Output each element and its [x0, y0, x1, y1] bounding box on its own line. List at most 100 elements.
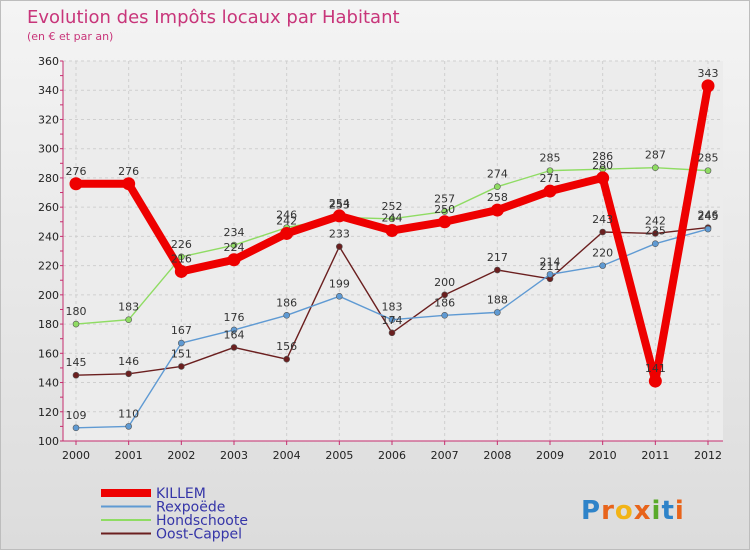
data-label-killem: 343 [698, 67, 719, 80]
data-label-rexpo-de: 220 [592, 247, 613, 260]
data-label-hondschoote: 274 [487, 168, 508, 181]
data-point-rexpo-de [72, 424, 80, 432]
data-point-killem [227, 253, 241, 267]
data-point-hondschoote [178, 253, 185, 261]
data-label-oost-cappel: 211 [540, 260, 561, 273]
x-tick-label: 2001 [115, 449, 143, 462]
data-label-rexpo-de: 186 [276, 296, 297, 309]
data-label-hondschoote: 226 [171, 238, 192, 251]
data-point-oost-cappel [599, 228, 606, 236]
data-label-oost-cappel: 151 [171, 347, 192, 360]
y-tick-label: 340 [38, 84, 59, 97]
data-label-killem: 250 [434, 203, 455, 216]
data-point-oost-cappel [178, 363, 185, 370]
data-label-killem: 276 [66, 165, 87, 178]
data-point-killem [280, 226, 294, 240]
data-point-oost-cappel [494, 266, 501, 274]
data-point-rexpo-de [283, 312, 290, 319]
data-label-hondschoote: 234 [224, 226, 245, 239]
data-label-rexpo-de: 245 [698, 210, 719, 223]
x-tick-label: 2008 [483, 449, 511, 462]
data-point-rexpo-de [125, 423, 132, 430]
data-point-rexpo-de [388, 316, 396, 323]
x-tick-label: 2006 [378, 449, 406, 462]
data-point-oost-cappel [230, 344, 238, 351]
data-point-rexpo-de [546, 271, 554, 278]
legend-label-rexpo-de: Rexpoëde [156, 500, 225, 516]
data-label-oost-cappel: 174 [382, 314, 403, 327]
data-point-hondschoote [388, 215, 396, 223]
data-point-hondschoote [494, 183, 501, 190]
data-label-killem: 254 [329, 197, 350, 210]
data-point-hondschoote [441, 208, 448, 215]
data-label-hondschoote: 286 [592, 150, 613, 163]
data-label-hondschoote: 253 [329, 198, 350, 211]
data-label-rexpo-de: 183 [382, 301, 403, 314]
brand-letter: i [652, 496, 662, 526]
data-label-rexpo-de: 109 [66, 409, 87, 422]
x-tick-label: 2002 [167, 449, 195, 462]
data-point-rexpo-de [441, 312, 448, 319]
data-label-oost-cappel: 217 [487, 251, 508, 264]
data-label-oost-cappel: 164 [224, 328, 245, 341]
data-point-rexpo-de [704, 225, 712, 233]
data-point-hondschoote [230, 241, 238, 249]
data-point-killem [122, 177, 136, 191]
brand-letter: x [634, 496, 652, 526]
data-point-killem [490, 203, 504, 217]
data-point-rexpo-de [230, 326, 238, 334]
x-tick-label: 2011 [641, 449, 669, 462]
data-label-killem: 216 [171, 252, 192, 265]
data-label-hondschoote: 246 [276, 209, 297, 222]
data-label-killem: 280 [592, 159, 613, 172]
data-point-oost-cappel [441, 291, 448, 299]
data-point-oost-cappel [125, 370, 132, 378]
data-point-oost-cappel [283, 355, 290, 363]
data-point-killem [438, 215, 452, 229]
data-label-oost-cappel: 200 [434, 276, 455, 289]
data-point-hondschoote [125, 316, 132, 323]
y-tick-label: 220 [38, 260, 59, 273]
x-tick-label: 2009 [536, 449, 564, 462]
data-label-killem: 141 [645, 362, 666, 375]
legend-label-hondschoote: Hondschoote [156, 513, 248, 529]
axes: 100 120 140 160 180 200 220 240 260 280 300 320 340 3… [38, 55, 723, 462]
data-point-rexpo-de [178, 339, 185, 347]
data-label-oost-cappel: 246 [698, 209, 719, 222]
brand-letter: r [601, 496, 615, 526]
data-point-killem [174, 264, 188, 278]
data-point-hondschoote [652, 164, 659, 171]
data-point-oost-cappel [388, 329, 396, 337]
data-label-rexpo-de: 235 [645, 225, 666, 238]
legend-label-oost-cappel: Oost-Cappel [156, 527, 242, 543]
data-label-rexpo-de: 214 [540, 255, 561, 268]
data-point-killem [543, 184, 557, 198]
data-labels: 276 276 216 224 242 254 244 250 258 271 280 141 343 1… [66, 67, 719, 422]
data-label-oost-cappel: 145 [66, 356, 87, 369]
data-label-oost-cappel: 243 [592, 213, 613, 226]
data-point-killem [69, 177, 83, 191]
data-label-killem: 224 [224, 241, 245, 254]
brand-letter: t [661, 496, 674, 526]
data-label-hondschoote: 183 [118, 301, 139, 314]
data-label-rexpo-de: 188 [487, 293, 508, 306]
data-label-oost-cappel: 242 [645, 214, 666, 227]
data-point-oost-cappel [336, 243, 343, 250]
data-point-rexpo-de [494, 309, 501, 316]
chart-subtitle: (en € et par an) [27, 30, 113, 43]
data-label-oost-cappel: 233 [329, 228, 350, 241]
data-label-rexpo-de: 167 [171, 324, 192, 337]
x-tick-label: 2004 [273, 449, 301, 462]
y-tick-label: 160 [38, 347, 59, 360]
data-label-hondschoote: 285 [698, 152, 719, 165]
brand-letter: P [581, 496, 601, 526]
data-label-rexpo-de: 199 [329, 277, 350, 290]
data-point-killem [648, 374, 662, 388]
y-tick-label: 100 [38, 435, 59, 448]
data-label-oost-cappel: 156 [276, 340, 297, 353]
x-tick-label: 2005 [325, 449, 353, 462]
brand-letter: i [675, 496, 685, 526]
data-point-oost-cappel [652, 230, 659, 237]
